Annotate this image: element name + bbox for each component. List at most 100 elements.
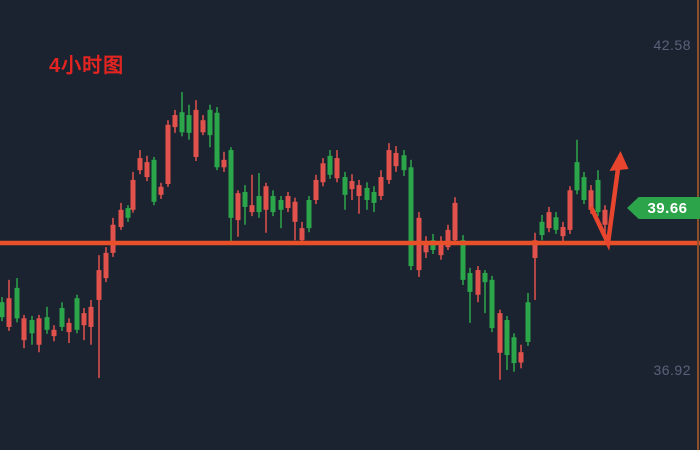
candle <box>221 151 227 172</box>
candle <box>574 139 580 195</box>
candle <box>467 267 473 323</box>
candle <box>29 316 35 345</box>
candle-body <box>51 329 57 337</box>
candle-body <box>110 224 116 253</box>
candle-body <box>249 205 255 213</box>
candle-body <box>207 109 213 136</box>
candle <box>66 318 72 344</box>
candle-body <box>511 337 517 364</box>
candle-wick <box>98 255 100 379</box>
candle-wick <box>280 196 282 229</box>
candle-body <box>560 227 566 237</box>
candle-body <box>103 252 109 279</box>
candle <box>144 155 150 182</box>
candle-body <box>313 179 319 201</box>
candle-body <box>14 287 20 319</box>
candle-body <box>581 177 587 201</box>
candle-body <box>263 186 269 210</box>
candle-body <box>242 191 248 207</box>
candle-body <box>59 307 65 327</box>
candle-body <box>292 201 298 222</box>
candle <box>504 316 510 370</box>
candle <box>59 302 65 331</box>
candle <box>179 92 185 137</box>
candle-body <box>44 317 50 330</box>
candle-body <box>423 243 429 253</box>
candle-body <box>567 190 573 230</box>
candle <box>96 255 102 379</box>
candle-body <box>235 193 241 221</box>
candle <box>588 185 594 214</box>
candle <box>125 205 131 222</box>
candle-body <box>539 221 545 236</box>
candle <box>553 212 559 234</box>
horizontal-price-line[interactable] <box>0 240 700 246</box>
candle <box>44 306 50 334</box>
candle <box>511 333 517 372</box>
candle <box>249 174 255 217</box>
candle-body <box>137 158 143 171</box>
candle-body <box>320 163 326 183</box>
candle <box>567 186 573 234</box>
candle <box>489 275 495 333</box>
candle-body <box>445 229 451 248</box>
candle-body <box>475 270 481 295</box>
candle-body <box>74 298 80 330</box>
candle-body <box>125 208 131 218</box>
candle <box>51 325 57 342</box>
chart-timeframe-title: 4小时图 <box>49 55 125 77</box>
candle <box>364 182 370 210</box>
candle <box>320 158 326 187</box>
candle-body <box>371 191 377 203</box>
candle-body <box>334 158 340 179</box>
candle-body <box>327 155 333 175</box>
candle <box>546 206 552 233</box>
candle-body <box>497 313 503 353</box>
right-axis-line <box>697 0 699 450</box>
candle-body <box>165 124 171 184</box>
candle-body <box>221 159 227 168</box>
candle <box>235 190 241 237</box>
candle-body <box>306 200 312 229</box>
candle-body <box>532 240 538 259</box>
candle <box>386 143 392 184</box>
candle-body <box>36 318 42 345</box>
candle-body <box>401 155 407 171</box>
candle <box>452 197 458 245</box>
candle <box>214 107 220 171</box>
candle-body <box>270 196 276 213</box>
candle <box>172 109 178 133</box>
candle <box>401 150 407 176</box>
candle-body <box>179 112 185 133</box>
candle <box>151 156 157 206</box>
candle-body <box>88 306 94 327</box>
candle-body <box>460 240 466 280</box>
candle-body <box>408 167 414 267</box>
candle <box>356 179 362 214</box>
candle <box>285 191 291 213</box>
candle-body <box>553 217 559 230</box>
candle-body <box>467 272 473 292</box>
candle <box>408 159 414 271</box>
candle <box>349 174 355 201</box>
candle-body <box>21 318 27 341</box>
candle-body <box>438 241 444 256</box>
candle <box>270 190 276 217</box>
candle <box>165 120 171 187</box>
candle-body <box>118 209 124 228</box>
candle <box>438 236 444 260</box>
candle-body <box>364 187 370 201</box>
candle <box>460 235 466 286</box>
candle-body <box>525 302 531 342</box>
candle-body <box>489 279 495 329</box>
candle-body <box>130 179 136 210</box>
candle <box>334 150 340 183</box>
trend-arrow-annotation[interactable] <box>588 151 629 251</box>
candle-body <box>6 298 12 327</box>
candle-body <box>200 120 206 133</box>
candle-body <box>588 190 594 210</box>
candle-body <box>172 115 178 128</box>
candle-body <box>504 320 510 356</box>
